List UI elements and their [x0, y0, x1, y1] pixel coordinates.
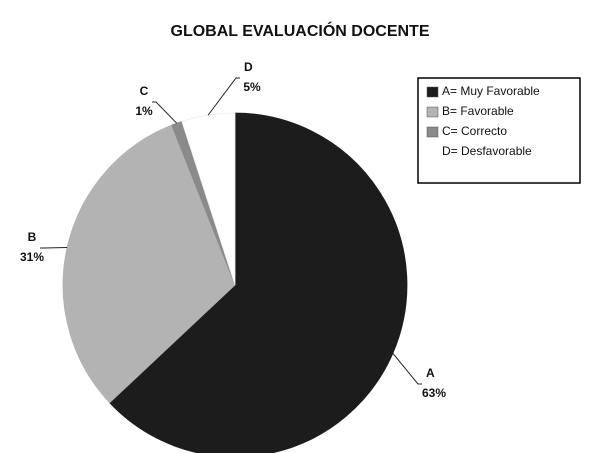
legend-swatch [426, 106, 439, 118]
data-label: 31% [20, 250, 44, 264]
leader-line [40, 246, 68, 249]
data-label: 1% [135, 104, 153, 118]
data-label: 5% [243, 80, 261, 94]
legend-label: B= Favorable [442, 104, 514, 118]
legend-swatch [426, 86, 439, 98]
leader-line [392, 352, 422, 385]
data-label: 63% [422, 386, 446, 400]
data-label-category: C [140, 84, 149, 98]
leader-line [152, 101, 178, 124]
pie-slice [62, 124, 236, 404]
legend-box [417, 77, 581, 184]
legend-label: C= Correcto [442, 124, 507, 138]
pie-slice [109, 112, 408, 453]
data-label-category: A [426, 366, 435, 380]
data-label-category: D [244, 60, 253, 74]
legend-swatch [426, 126, 439, 138]
pie-slice [181, 112, 236, 286]
legend-label: A= Muy Favorable [442, 84, 540, 98]
leader-line [207, 77, 240, 116]
legend-swatch [427, 147, 438, 157]
chart-title: GLOBAL EVALUACIÓN DOCENTE [171, 21, 430, 40]
data-label-category: B [28, 230, 37, 244]
legend-label: D= Desfavorable [442, 144, 532, 158]
